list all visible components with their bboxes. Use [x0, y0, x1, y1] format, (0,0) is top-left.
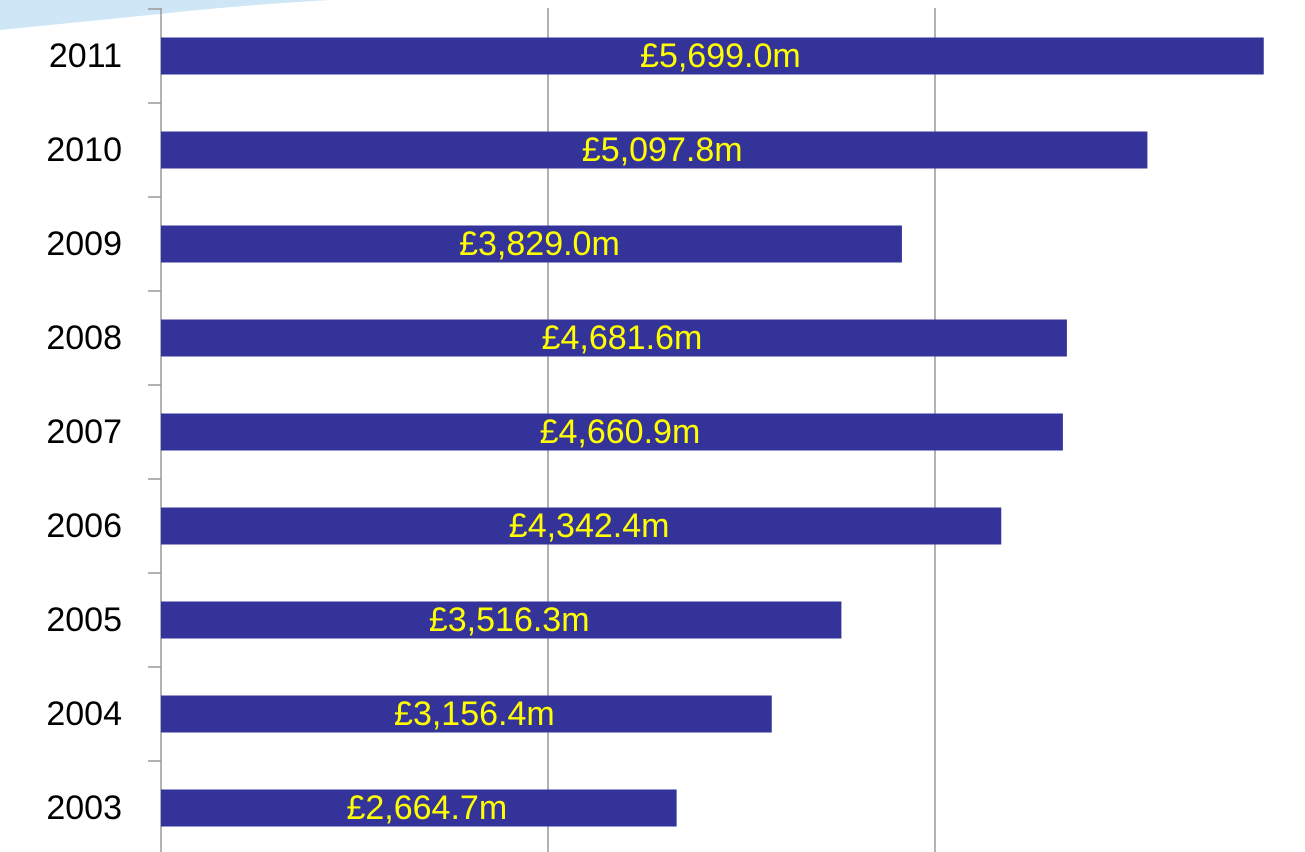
value-label: £3,516.3m — [429, 601, 590, 639]
year-label: 2005 — [46, 601, 122, 639]
bar — [161, 507, 1002, 545]
value-label: £4,660.9m — [540, 413, 701, 451]
year-label: 2007 — [46, 413, 122, 451]
decoration — [0, 0, 330, 30]
year-label: 2010 — [46, 131, 122, 169]
value-label: £3,156.4m — [394, 695, 555, 733]
bar — [161, 319, 1067, 357]
bar — [161, 789, 677, 827]
year-label: 2011 — [49, 37, 122, 75]
value-label: £4,342.4m — [509, 507, 670, 545]
bar — [161, 225, 902, 263]
bar — [161, 695, 772, 733]
value-label: £5,097.8m — [582, 131, 743, 169]
year-label: 2008 — [46, 319, 122, 357]
value-label: £4,681.6m — [542, 319, 703, 357]
value-label: £5,699.0m — [640, 37, 801, 75]
value-label: £3,829.0m — [459, 225, 620, 263]
year-label: 2006 — [46, 507, 122, 545]
bar — [161, 37, 1264, 75]
year-label: 2003 — [46, 789, 122, 827]
year-label: 2009 — [46, 225, 122, 263]
bar — [161, 131, 1148, 169]
bar — [161, 601, 842, 639]
bar — [161, 413, 1063, 451]
value-label: £2,664.7m — [346, 789, 507, 827]
year-label: 2004 — [46, 695, 122, 733]
